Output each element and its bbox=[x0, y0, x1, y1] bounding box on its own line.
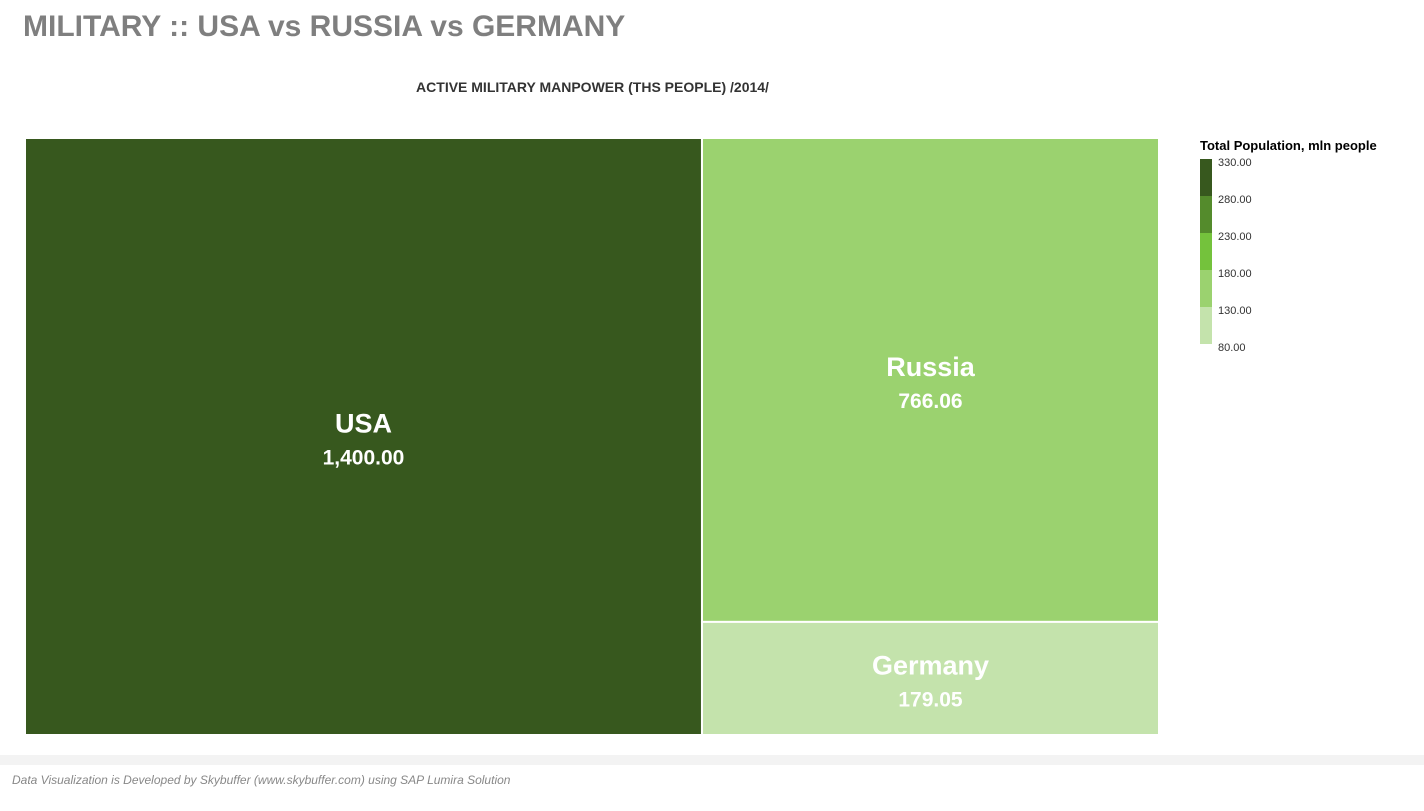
legend-tick-label: 80.00 bbox=[1218, 342, 1246, 354]
legend-swatch bbox=[1200, 196, 1212, 233]
page-title: MILITARY :: USA vs RUSSIA vs GERMANY bbox=[23, 10, 626, 43]
legend-swatch bbox=[1200, 159, 1212, 196]
legend-swatch bbox=[1200, 307, 1212, 344]
tile-name-russia: Russia bbox=[886, 352, 976, 382]
tile-value-russia: 766.06 bbox=[898, 390, 962, 413]
tile-rect-russia[interactable] bbox=[700, 137, 1160, 623]
tile-germany[interactable]: Germany 179.05 bbox=[700, 620, 1160, 737]
legend-swatch bbox=[1200, 270, 1212, 307]
tile-name-usa: USA bbox=[335, 409, 392, 439]
footer-credit: Data Visualization is Developed by Skybu… bbox=[12, 773, 511, 787]
tile-name-germany: Germany bbox=[872, 650, 989, 680]
footer-divider bbox=[0, 755, 1424, 765]
tile-usa[interactable]: USA 1,400.00 bbox=[24, 137, 703, 736]
tile-russia[interactable]: Russia 766.06 bbox=[700, 137, 1160, 623]
legend-tick-label: 230.00 bbox=[1218, 231, 1252, 243]
tile-rect-usa[interactable] bbox=[24, 137, 703, 736]
chart-title: ACTIVE MILITARY MANPOWER (THS PEOPLE) /2… bbox=[416, 79, 769, 95]
legend-scale: 330.00 280.00 230.00 180.00 130.00 80.00 bbox=[1200, 157, 1424, 357]
color-legend: Total Population, mln people 330.00 280.0… bbox=[1200, 138, 1424, 357]
legend-tick-label: 280.00 bbox=[1218, 194, 1252, 206]
legend-tick-label: 130.00 bbox=[1218, 305, 1252, 317]
treemap-chart: USA 1,400.00 Russia 766.06 Germany 179.05 bbox=[24, 137, 1160, 737]
tile-rect-germany[interactable] bbox=[700, 620, 1160, 737]
legend-tick-label: 330.00 bbox=[1218, 157, 1252, 169]
legend-swatch bbox=[1200, 233, 1212, 270]
tile-value-germany: 179.05 bbox=[898, 688, 963, 711]
legend-title: Total Population, mln people bbox=[1200, 138, 1377, 153]
tile-value-usa: 1,400.00 bbox=[323, 447, 405, 470]
legend-tick-label: 180.00 bbox=[1218, 268, 1252, 280]
